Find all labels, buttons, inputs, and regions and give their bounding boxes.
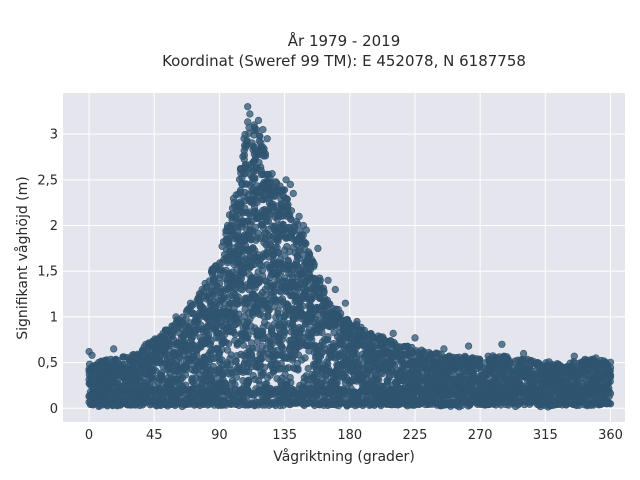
x-tick-label: 135 [272, 428, 297, 443]
data-point [310, 260, 318, 269]
data-point [280, 327, 289, 335]
data-point [331, 285, 339, 294]
x-axis-label: Vågriktning (grader) [273, 448, 415, 465]
data-point [264, 307, 273, 315]
data-point [261, 150, 269, 158]
data-point [186, 299, 195, 307]
x-tick-label: 45 [146, 428, 163, 443]
x-tick-label: 90 [211, 428, 228, 443]
data-point [158, 372, 166, 380]
y-tick-label: 3 [50, 128, 58, 143]
data-point [259, 126, 267, 134]
data-point [246, 110, 254, 118]
data-point [341, 299, 350, 307]
data-point [519, 349, 528, 358]
data-point [232, 357, 240, 365]
data-points [85, 103, 615, 411]
data-point [286, 180, 295, 188]
data-point [324, 276, 332, 284]
data-point [248, 351, 256, 359]
data-point [440, 345, 448, 353]
data-point [274, 307, 282, 315]
y-axis-label: Signifikant våghöjd (m) [14, 176, 31, 339]
data-point [225, 340, 233, 348]
data-point [294, 366, 302, 374]
x-tick-label: 225 [403, 428, 428, 443]
y-tick-label: 2 [50, 219, 58, 234]
data-point [606, 400, 615, 408]
data-point [287, 379, 295, 387]
data-point [304, 364, 312, 373]
chart-title-line1: År 1979 - 2019 [288, 31, 401, 50]
data-point [525, 364, 534, 372]
data-point [324, 333, 332, 341]
data-point [268, 170, 276, 178]
data-point [280, 345, 288, 353]
y-tick-label: 0,5 [37, 356, 58, 371]
data-point [274, 249, 283, 257]
data-point [240, 135, 248, 143]
data-point [606, 389, 615, 398]
data-point [257, 163, 265, 171]
data-point [606, 373, 615, 381]
y-tick-label: 1 [50, 310, 58, 325]
y-tick-label: 0 [50, 402, 58, 417]
data-point [88, 351, 96, 359]
data-point [337, 309, 345, 318]
chart-title-line2: Koordinat (Sweref 99 TM): E 452078, N 61… [162, 52, 526, 70]
y-tick-labels: 0 0,5 1 1,5 2 2,5 3 [37, 128, 58, 417]
data-point [252, 344, 260, 352]
x-tick-label: 360 [598, 428, 623, 443]
data-point [287, 207, 296, 215]
data-point [263, 135, 271, 143]
data-point [570, 352, 578, 360]
data-point [353, 317, 361, 326]
data-point [172, 313, 180, 321]
data-point [333, 378, 341, 386]
data-point [110, 345, 118, 353]
x-tick-label: 0 [85, 428, 93, 443]
x-tick-labels: 0 45 90 135 180 225 270 315 360 [85, 428, 623, 443]
data-point [324, 360, 332, 368]
data-point [302, 226, 310, 234]
x-tick-label: 180 [337, 428, 362, 443]
x-tick-label: 315 [533, 428, 558, 443]
data-point [302, 239, 310, 247]
data-point [251, 174, 259, 182]
data-point [411, 334, 419, 342]
data-point [281, 186, 289, 194]
y-tick-label: 1,5 [37, 265, 58, 280]
data-point [301, 354, 309, 362]
y-tick-label: 2,5 [37, 173, 58, 188]
data-point [314, 244, 322, 252]
data-point [295, 212, 303, 220]
data-point [198, 285, 206, 294]
data-point [244, 331, 252, 340]
data-point [592, 354, 600, 362]
data-point [299, 302, 307, 310]
data-point [320, 287, 328, 296]
data-point [389, 329, 397, 338]
data-point [231, 330, 239, 338]
data-point [375, 376, 383, 384]
data-point [289, 189, 297, 198]
data-point [261, 363, 269, 372]
x-tick-label: 270 [468, 428, 493, 443]
data-point [244, 103, 252, 111]
data-point [498, 340, 506, 348]
data-point [254, 116, 263, 124]
data-point [465, 342, 473, 350]
